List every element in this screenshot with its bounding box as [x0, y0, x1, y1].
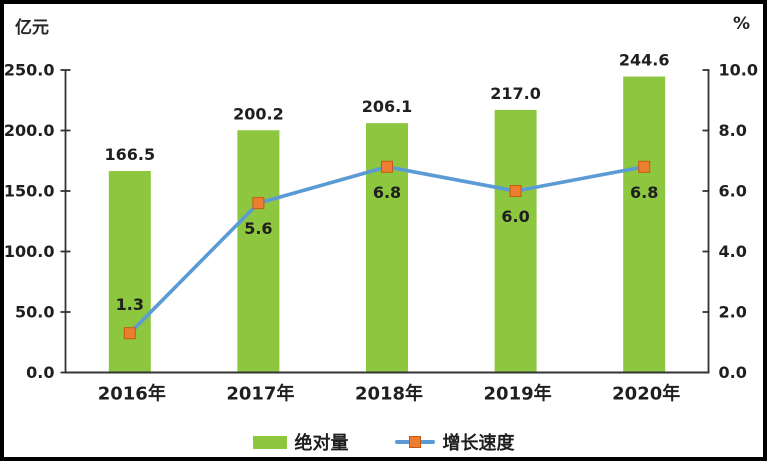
x-axis-label-2018年: 2018年 [355, 383, 423, 405]
x-axis-label-2017年: 2017年 [226, 383, 294, 405]
line-value-label-2020年: 6.8 [630, 183, 658, 202]
legend: 绝对量 增长速度 [0, 429, 767, 455]
line-marker-2016年 [123, 327, 136, 340]
bar-series-legend-label: 绝对量 [294, 433, 349, 454]
line-value-label-2016年: 1.3 [116, 295, 144, 314]
legend-item-line-series: 增长速度 [394, 429, 515, 455]
line-value-label-2017年: 5.6 [244, 219, 272, 238]
bar-value-label-2020年: 244.6 [619, 51, 670, 70]
right-axis-tick-label-6.0: 6.0 [719, 182, 747, 201]
x-axis-label-2019年: 2019年 [484, 383, 552, 405]
bar-2020年 [623, 76, 666, 373]
line-marker-2020年 [638, 160, 651, 173]
legend-item-bar-series: 绝对量 [252, 429, 349, 455]
right-axis-tick-label-10.0: 10.0 [719, 61, 758, 80]
line-marker-2019年 [509, 185, 522, 197]
line-series-legend-label: 增长速度 [442, 433, 515, 454]
bar-value-label-2018年: 206.1 [362, 97, 413, 116]
bar-2018年 [366, 123, 408, 373]
bar-series-swatch [252, 435, 287, 449]
left-axis-tick-label-200.0: 200.0 [4, 121, 55, 140]
left-axis-tick-label-50.0: 50.0 [15, 303, 54, 322]
bar-2017年 [237, 130, 280, 373]
bar-value-label-2019年: 217.0 [490, 84, 541, 103]
bar-2019年 [494, 109, 537, 373]
line-value-label-2018年: 6.8 [373, 183, 401, 202]
right-axis-unit-label: % [733, 14, 751, 34]
bar-2016年 [108, 171, 151, 373]
right-axis-tick-label-4.0: 4.0 [719, 242, 747, 261]
left-axis-tick-label-250.0: 250.0 [4, 61, 55, 80]
x-axis-label-2016年: 2016年 [98, 383, 166, 405]
left-axis-tick-label-150.0: 150.0 [4, 182, 55, 201]
right-axis-tick-label-0.0: 0.0 [719, 363, 747, 382]
left-axis-unit-label: 亿元 [15, 18, 49, 38]
left-axis-tick-label-0.0: 0.0 [26, 363, 54, 382]
right-axis-tick-label-8.0: 8.0 [719, 121, 747, 140]
line-marker-2017年 [252, 197, 265, 210]
bar-value-label-2017年: 200.2 [233, 104, 284, 123]
right-axis-tick-label-2.0: 2.0 [719, 303, 747, 322]
bar-value-label-2016年: 166.5 [104, 145, 155, 164]
x-axis-label-2020年: 2020年 [612, 383, 680, 405]
line-value-label-2019年: 6.0 [501, 207, 529, 226]
line-marker-2018年 [381, 160, 393, 173]
left-axis-tick-label-100.0: 100.0 [4, 242, 55, 261]
line-series-swatch [394, 436, 435, 448]
line-series-marker-icon [408, 436, 421, 448]
